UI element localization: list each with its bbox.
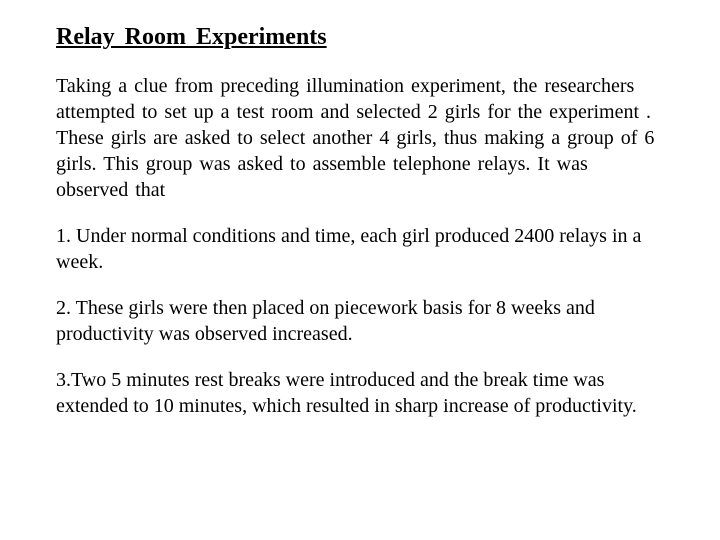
point-3: 3.Two 5 minutes rest breaks were introdu…	[56, 367, 664, 419]
intro-paragraph: Taking a clue from preceding illuminatio…	[56, 73, 664, 203]
point-1: 1. Under normal conditions and time, eac…	[56, 223, 664, 275]
page-title: Relay Room Experiments	[56, 24, 664, 51]
point-2: 2. These girls were then placed on piece…	[56, 295, 664, 347]
